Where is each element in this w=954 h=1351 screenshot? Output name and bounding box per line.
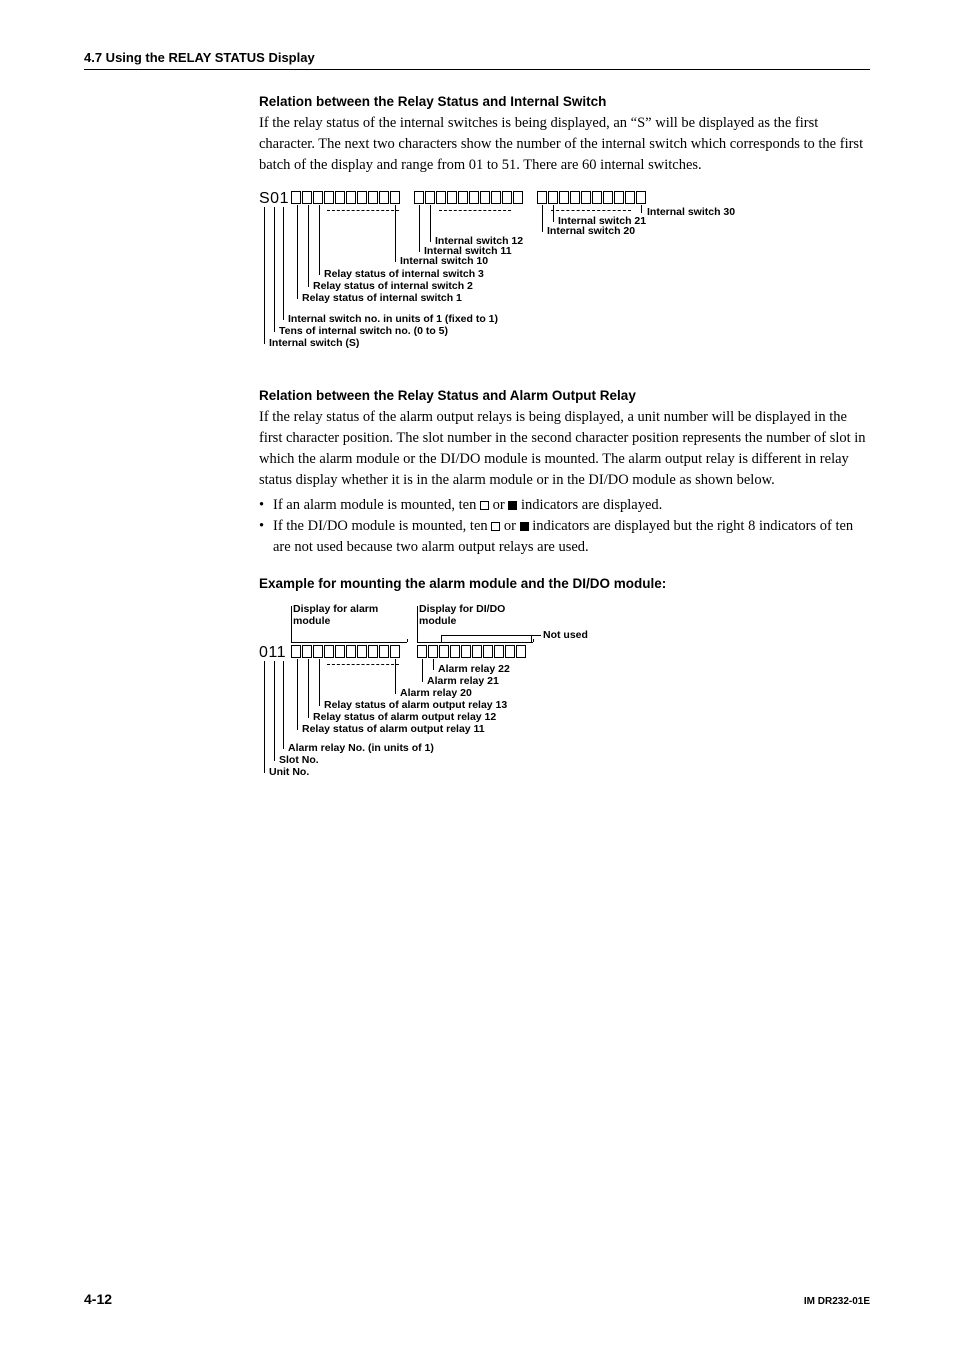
lbl-units: Internal switch no. in units of 1 (fixed… [288,313,498,325]
main-content: Relation between the Relay Status and In… [259,94,870,783]
lbl-slot: Slot No. [279,754,319,766]
diagram-internal-switch: S01 Internal switch 30 Internal switch 2… [259,190,870,370]
lbl-rs11: Relay status of alarm output relay 11 [302,723,485,735]
lbl-ar21: Alarm relay 21 [427,675,499,687]
lbl-unit: Unit No. [269,766,309,778]
lbl-rs3: Relay status of internal switch 3 [324,268,484,280]
bullet-list: If an alarm module is mounted, ten or in… [259,495,870,558]
page-footer: 4-12 IM DR232-01E [84,1291,870,1307]
lbl-arno: Alarm relay No. (in units of 1) [288,742,434,754]
lbl-rs2: Relay status of internal switch 2 [313,280,473,292]
para-2: If the relay status of the alarm output … [259,407,870,491]
box-group-1 [291,191,400,204]
lbl-rs13: Relay status of alarm output relay 13 [324,699,507,711]
box-group-2 [414,191,523,204]
diagram1-prefix: S01 [259,190,289,208]
section-header: 4.7 Using the RELAY STATUS Display [84,50,870,70]
subheading-3: Example for mounting the alarm module an… [259,576,870,591]
bullet-1: If an alarm module is mounted, ten or in… [259,495,870,516]
doc-id: IM DR232-01E [804,1296,870,1307]
subheading-2: Relation between the Relay Status and Al… [259,388,870,403]
lbl-disp-alarm: Display for alarm module [293,603,393,627]
para-1: If the relay status of the internal swit… [259,113,870,176]
diagram-alarm-module: Display for alarm module Display for DI/… [259,603,870,783]
lbl-not-used: Not used [543,629,588,641]
lbl-is30: Internal switch 30 [647,206,735,218]
lbl-is20: Internal switch 20 [547,225,635,237]
lbl-rs1: Relay status of internal switch 1 [302,292,462,304]
lbl-ar22: Alarm relay 22 [438,663,510,675]
page-number: 4-12 [84,1291,112,1307]
lbl-s: Internal switch (S) [269,337,359,349]
box-group-b [417,645,526,658]
lbl-ar20: Alarm relay 20 [400,687,472,699]
lbl-is10: Internal switch 10 [400,255,488,267]
box-group-a [291,645,400,658]
lbl-tens: Tens of internal switch no. (0 to 5) [279,325,448,337]
lbl-disp-dido: Display for DI/DO module [419,603,519,627]
diagram2-prefix: 011 [259,644,286,662]
bullet-2: If the DI/DO module is mounted, ten or i… [259,516,870,558]
subheading-1: Relation between the Relay Status and In… [259,94,870,109]
lbl-rs12: Relay status of alarm output relay 12 [313,711,496,723]
box-group-3 [537,191,646,204]
